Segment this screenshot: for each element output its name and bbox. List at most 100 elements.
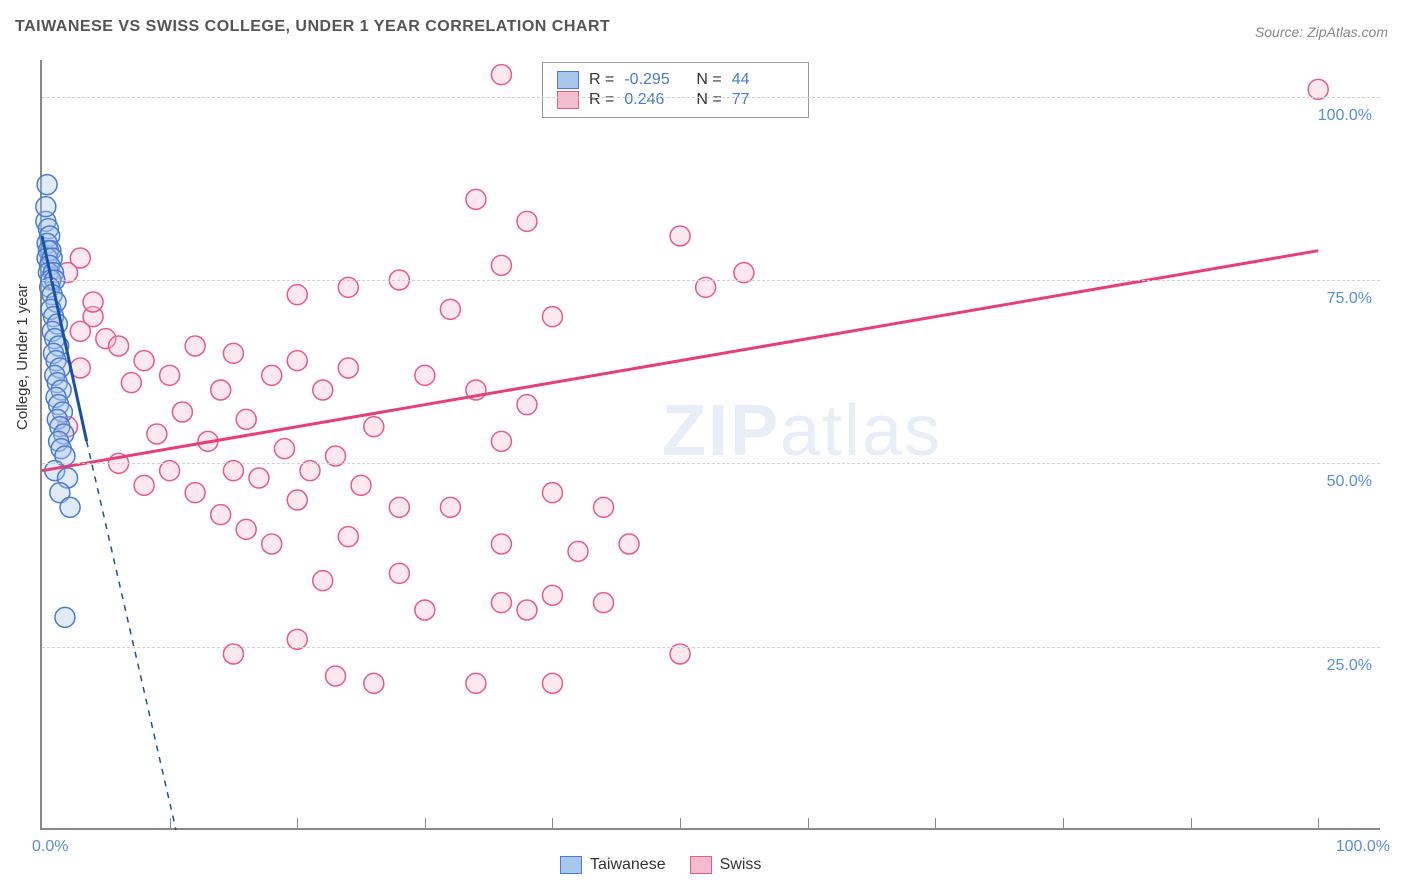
data-point: [287, 490, 307, 510]
data-point: [134, 475, 154, 495]
data-point: [147, 424, 167, 444]
x-tick: [935, 818, 936, 828]
data-point: [491, 65, 511, 85]
x-tick: [170, 818, 171, 828]
data-point: [326, 666, 346, 686]
data-point: [389, 497, 409, 517]
r-label: R =: [589, 91, 614, 109]
x-tick: [1191, 818, 1192, 828]
x-tick: [1318, 818, 1319, 828]
y-tick-label: 50.0%: [1327, 473, 1372, 491]
n-value: 44: [732, 71, 794, 89]
data-point: [542, 673, 562, 693]
r-value: -0.295: [624, 71, 686, 89]
chart-title: TAIWANESE VS SWISS COLLEGE, UNDER 1 YEAR…: [15, 18, 610, 36]
swatch-icon: [557, 71, 579, 89]
x-tick-label: 0.0%: [32, 838, 68, 856]
data-point: [262, 534, 282, 554]
data-point: [568, 541, 588, 561]
r-label: R =: [589, 71, 614, 89]
data-point: [415, 365, 435, 385]
series-legend: Taiwanese Swiss: [560, 856, 761, 874]
legend-item: Swiss: [690, 856, 762, 874]
data-point: [211, 505, 231, 525]
data-point: [338, 358, 358, 378]
y-tick-label: 75.0%: [1327, 290, 1372, 308]
data-point: [619, 534, 639, 554]
legend-row: R = 0.246 N = 77: [557, 91, 794, 109]
chart-container: TAIWANESE VS SWISS COLLEGE, UNDER 1 YEAR…: [0, 0, 1406, 892]
data-point: [364, 673, 384, 693]
x-tick: [808, 818, 809, 828]
data-point: [109, 336, 129, 356]
data-point: [172, 402, 192, 422]
data-point: [491, 255, 511, 275]
data-point: [55, 607, 75, 627]
r-value: 0.246: [624, 91, 686, 109]
data-point: [466, 189, 486, 209]
data-point: [542, 483, 562, 503]
data-point: [37, 175, 57, 195]
data-point: [249, 468, 269, 488]
data-point: [262, 365, 282, 385]
data-point: [415, 600, 435, 620]
data-point: [185, 336, 205, 356]
data-point: [70, 321, 90, 341]
legend-label: Taiwanese: [590, 856, 666, 874]
data-point: [594, 593, 614, 613]
gridline: [42, 647, 1380, 648]
data-point: [223, 343, 243, 363]
data-point: [517, 600, 537, 620]
data-point: [60, 497, 80, 517]
plot-area: ZIPatlas R = -0.295 N = 44 R = 0.246 N =…: [40, 60, 1380, 830]
x-tick: [425, 818, 426, 828]
legend-row: R = -0.295 N = 44: [557, 71, 794, 89]
data-point: [338, 527, 358, 547]
data-point: [287, 351, 307, 371]
swatch-icon: [690, 856, 712, 874]
data-point: [466, 673, 486, 693]
y-axis-label: College, Under 1 year: [14, 284, 31, 430]
data-point: [185, 483, 205, 503]
gridline: [42, 280, 1380, 281]
correlation-legend: R = -0.295 N = 44 R = 0.246 N = 77: [542, 62, 809, 118]
data-point: [351, 475, 371, 495]
data-point: [313, 571, 333, 591]
data-point: [211, 380, 231, 400]
data-point: [160, 365, 180, 385]
data-point: [121, 373, 141, 393]
data-point: [517, 395, 537, 415]
data-point: [236, 409, 256, 429]
data-point: [36, 197, 56, 217]
x-tick: [1063, 818, 1064, 828]
y-tick-label: 100.0%: [1318, 107, 1372, 125]
data-point: [440, 299, 460, 319]
x-tick: [297, 818, 298, 828]
x-tick-label: 100.0%: [1336, 838, 1390, 856]
data-point: [389, 563, 409, 583]
trend-line: [87, 441, 176, 830]
data-point: [440, 497, 460, 517]
data-point: [542, 307, 562, 327]
n-label: N =: [696, 71, 721, 89]
data-point: [83, 292, 103, 312]
gridline: [42, 97, 1380, 98]
swatch-icon: [557, 91, 579, 109]
data-point: [274, 439, 294, 459]
legend-item: Taiwanese: [560, 856, 666, 874]
data-point: [364, 417, 384, 437]
swatch-icon: [560, 856, 582, 874]
data-point: [236, 519, 256, 539]
legend-label: Swiss: [720, 856, 762, 874]
x-tick: [552, 818, 553, 828]
data-point: [491, 593, 511, 613]
y-tick-label: 25.0%: [1327, 657, 1372, 675]
data-point: [542, 585, 562, 605]
gridline: [42, 463, 1380, 464]
data-point: [594, 497, 614, 517]
n-value: 77: [732, 91, 794, 109]
plot-svg: [42, 60, 1380, 828]
data-point: [134, 351, 154, 371]
data-point: [491, 431, 511, 451]
data-point: [517, 211, 537, 231]
